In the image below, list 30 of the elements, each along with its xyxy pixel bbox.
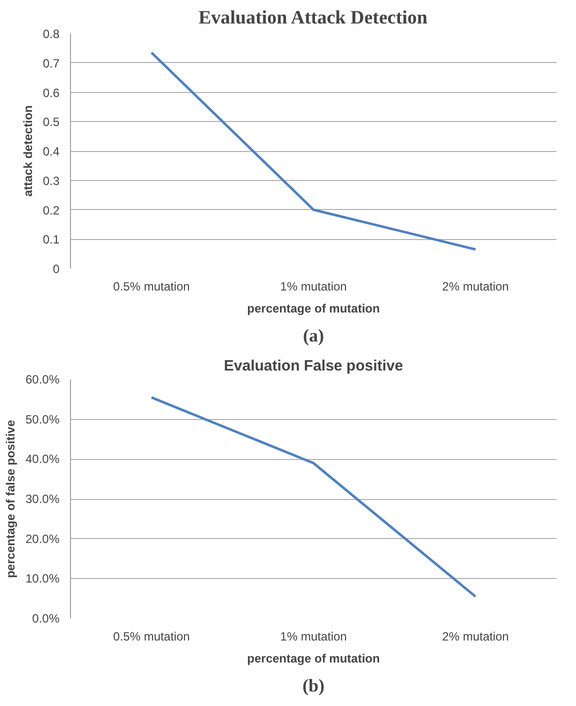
y-tick-label: 0.4 [42, 144, 60, 158]
y-tick-label: 0.1 [42, 232, 60, 247]
y-axis-title: attack detection [20, 105, 35, 197]
chart-title: Evaluation False positive [224, 358, 404, 374]
y-tick-label: 0.6 [42, 86, 60, 100]
x-axis-title: percentage of mutation [247, 302, 380, 316]
y-tick-label: 0.8 [42, 27, 60, 41]
x-tick-label: 1% mutation [280, 280, 347, 294]
y-tick-label: 0.7 [42, 56, 60, 70]
chart-title: Evaluation Attack Detection [198, 8, 428, 28]
y-tick-label: 0.0% [32, 612, 60, 626]
x-tick-label: 2% mutation [442, 280, 509, 294]
y-tick-label: 40.0% [25, 452, 60, 466]
y-tick-label: 60.0% [25, 372, 60, 386]
x-axis-title: percentage of mutation [247, 652, 380, 666]
y-tick-label: 50.0% [25, 412, 60, 426]
x-tick-label: 0.5% mutation [113, 280, 190, 294]
y-tick-label: 0 [52, 262, 60, 276]
y-tick-label: 30.0% [25, 492, 60, 506]
y-axis-title: percentage of false positive [3, 420, 18, 578]
text: (a) [303, 326, 324, 346]
y-tick-label: 0.5 [42, 115, 60, 130]
y-tick-label: 10.0% [25, 572, 60, 586]
x-tick-label: 0.5% mutation [113, 630, 190, 644]
x-tick-label: 1% mutation [280, 630, 347, 644]
y-tick-label: 0.2 [42, 203, 60, 218]
y-tick-label: 20.0% [25, 532, 60, 546]
x-tick-label: 2% mutation [442, 630, 509, 644]
text: (b) [302, 676, 325, 696]
y-tick-label: 0.3 [42, 174, 60, 188]
